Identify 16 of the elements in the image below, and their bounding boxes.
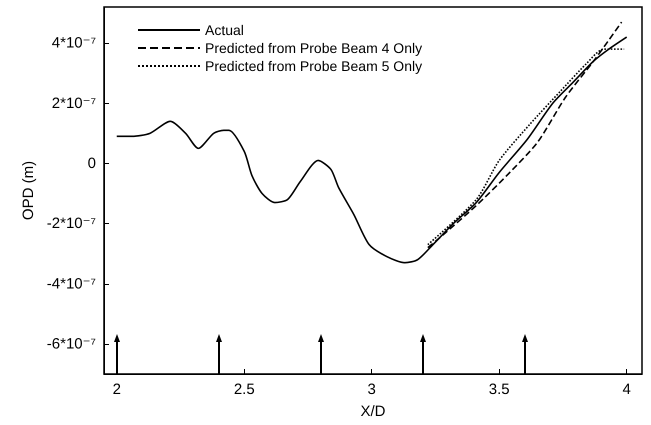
x-tick-label: 2 [112, 381, 121, 398]
legend-label: Predicted from Probe Beam 5 Only [205, 58, 422, 74]
y-tick-label: -2*10⁻⁷ [46, 215, 96, 232]
y-tick-label: -4*10⁻⁷ [46, 275, 96, 292]
y-tick-label: 0 [88, 154, 96, 172]
x-tick-label: 2.5 [234, 381, 255, 398]
legend-label: Actual [205, 22, 244, 38]
y-tick-label: 4*10⁻⁷ [52, 34, 96, 52]
x-tick-label: 3.5 [488, 381, 510, 398]
legend-label: Predicted from Probe Beam 4 Only [205, 40, 422, 56]
y-axis-title: OPD (m) [20, 160, 37, 220]
x-tick-label: 4 [622, 381, 631, 398]
x-axis-title: X/D [360, 403, 386, 420]
x-tick-label: 3 [368, 381, 376, 398]
y-tick-label: 2*10⁻⁷ [52, 94, 96, 112]
y-tick-label: -6*10⁻⁷ [46, 335, 96, 352]
